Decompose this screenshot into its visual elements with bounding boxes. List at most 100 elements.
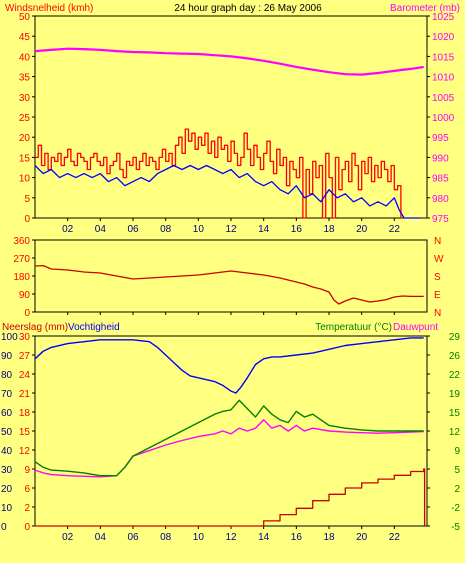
temperature-y-tick-label: 22	[449, 370, 461, 381]
wind-average-series	[34, 164, 421, 219]
compass-tick-label: N	[434, 308, 441, 319]
barometer-y-tick-label: 1025	[432, 12, 455, 23]
temperature-y-tick-label: -5	[451, 522, 460, 533]
wind-direction-series	[34, 264, 424, 305]
wind-x-tick-label: 02	[62, 224, 74, 235]
direction-y-tick-label: 180	[13, 272, 30, 283]
wind-y-tick-label: 15	[19, 153, 31, 164]
humidity-y-tick-label: 20	[1, 484, 13, 495]
rain-series	[35, 468, 426, 527]
barometer-y-tick-label: 975	[432, 214, 449, 225]
wind-x-tick-label: 18	[323, 224, 335, 235]
temperature-axis-title: Temperatuur (°C)	[315, 322, 392, 333]
wind-x-tick-label: 10	[193, 224, 205, 235]
humidity-x-tick-label: 10	[193, 532, 205, 543]
humidity-y-tick-label: 70	[1, 389, 13, 400]
humidity-y-tick-label: 40	[1, 446, 13, 457]
wind-x-tick-label: 16	[291, 224, 303, 235]
wind-x-tick-label: 22	[389, 224, 401, 235]
temperature-y-tick-label: 5	[454, 465, 460, 476]
temperature-y-tick-label: -2	[451, 503, 460, 514]
rain-y-tick-label: 2	[24, 503, 30, 514]
wind-x-tick-label: 08	[160, 224, 172, 235]
temperature-y-tick-label: 12	[449, 427, 461, 438]
humidity-x-tick-label: 22	[389, 532, 401, 543]
humidity-x-tick-label: 04	[95, 532, 107, 543]
rain-y-tick-label: 12	[19, 446, 31, 457]
rain-y-tick-label: 30	[19, 332, 31, 343]
humidity-y-tick-label: 10	[1, 503, 13, 514]
rain-y-tick-label: 15	[19, 427, 31, 438]
direction-y-tick-label: 0	[24, 308, 30, 319]
temperature-y-tick-label: 2	[454, 484, 460, 495]
humidity-y-tick-label: 80	[1, 370, 13, 381]
rain-axis-title: Neerslag (mm)	[2, 322, 68, 333]
humidity-x-tick-label: 06	[127, 532, 139, 543]
humidity-y-tick-label: 50	[1, 427, 13, 438]
humidity-x-tick-label: 12	[225, 532, 237, 543]
compass-tick-label: E	[434, 290, 441, 301]
rain-y-tick-label: 0	[24, 522, 30, 533]
humidity-y-tick-label: 0	[1, 522, 7, 533]
wind-x-tick-label: 14	[258, 224, 270, 235]
humidity-x-tick-label: 02	[62, 532, 74, 543]
wind-x-tick-label: 20	[356, 224, 368, 235]
temperature-y-tick-label: 15	[449, 408, 461, 419]
temperature-series	[34, 399, 424, 477]
humidity-series	[34, 337, 424, 394]
barometer-y-tick-label: 995	[432, 133, 449, 144]
temperature-y-tick-label: 19	[449, 389, 461, 400]
wind-y-tick-label: 45	[19, 32, 31, 43]
barometer-y-tick-label: 1010	[432, 73, 455, 84]
compass-tick-label: N	[434, 236, 441, 247]
barometer-y-tick-label: 1000	[432, 113, 455, 124]
wind-y-tick-label: 25	[19, 113, 31, 124]
direction-y-tick-label: 270	[13, 254, 30, 265]
barometer-y-tick-label: 1005	[432, 93, 455, 104]
direction-y-tick-label: 90	[19, 290, 31, 301]
barometer-y-tick-label: 980	[432, 194, 449, 205]
barometer-series	[34, 47, 424, 76]
barometer-y-tick-label: 990	[432, 153, 449, 164]
humidity-x-tick-label: 16	[291, 532, 303, 543]
humidity-y-tick-label: 100	[1, 332, 18, 343]
wind-gust-series	[35, 128, 402, 219]
wind-x-tick-label: 12	[225, 224, 237, 235]
barometer-y-tick-label: 985	[432, 174, 449, 185]
humidity-axis-title: Vochtigheid	[68, 322, 120, 333]
series-layer	[34, 47, 426, 527]
temperature-y-tick-label: 29	[449, 332, 461, 343]
wind-y-tick-label: 40	[19, 52, 31, 63]
compass-tick-label: W	[434, 254, 444, 265]
temperature-y-tick-label: 26	[449, 351, 461, 362]
humidity-x-tick-label: 08	[160, 532, 172, 543]
humidity-y-tick-label: 60	[1, 408, 13, 419]
wind-y-tick-label: 20	[19, 133, 31, 144]
dewpoint-series	[34, 419, 424, 478]
direction-y-tick-label: 360	[13, 236, 30, 247]
barometer-axis-title: Barometer (mb)	[390, 3, 460, 14]
compass-tick-label: S	[434, 272, 441, 283]
wind-y-tick-label: 50	[19, 12, 31, 23]
wind-y-tick-label: 35	[19, 73, 31, 84]
rain-y-tick-label: 9	[24, 465, 30, 476]
humidity-y-tick-label: 30	[1, 465, 13, 476]
rain-y-tick-label: 24	[19, 370, 31, 381]
wind-y-tick-label: 10	[19, 174, 31, 185]
rain-y-tick-label: 6	[24, 484, 30, 495]
wind-y-tick-label: 5	[24, 194, 30, 205]
tick-layer: 0510152025303540455097598098599099510001…	[1, 12, 460, 543]
graph-title: 24 hour graph day : 26 May 2006	[174, 3, 322, 14]
humidity-x-tick-label: 14	[258, 532, 270, 543]
rain-y-tick-label: 21	[19, 389, 31, 400]
wind-y-tick-label: 0	[24, 214, 30, 225]
wind-speed-axis-title: Windsnelheid (kmh)	[5, 3, 93, 14]
temperature-y-tick-label: 9	[454, 446, 460, 457]
humidity-y-tick-label: 90	[1, 351, 13, 362]
humidity-x-tick-label: 20	[356, 532, 368, 543]
wind-x-tick-label: 04	[95, 224, 107, 235]
wind-y-tick-label: 30	[19, 93, 31, 104]
wind-x-tick-label: 06	[127, 224, 139, 235]
